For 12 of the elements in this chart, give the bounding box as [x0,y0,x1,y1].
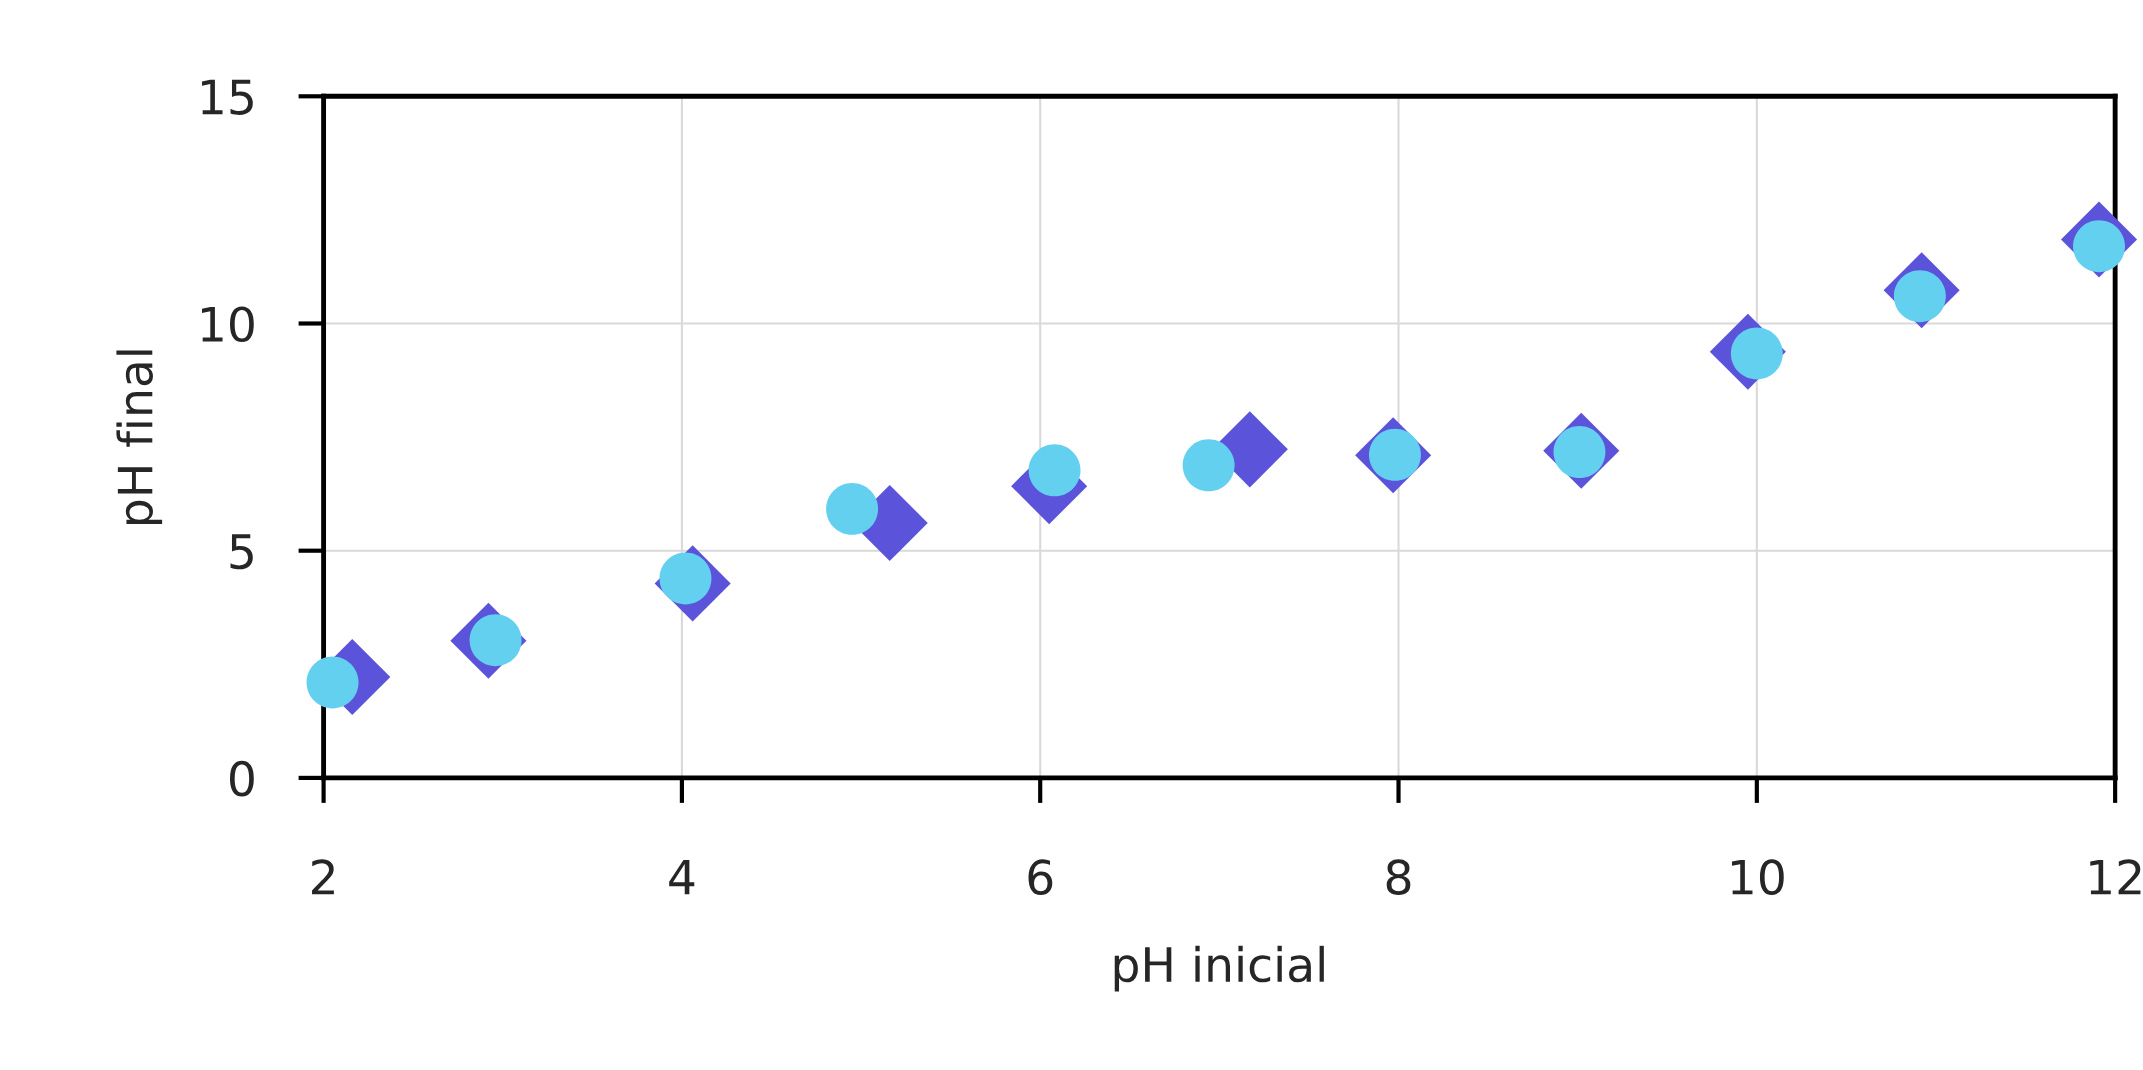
x-tick-label: 4 [669,859,695,895]
x-tick-label: 12 [2090,859,2141,895]
y-tick-label: 10 [202,306,254,343]
y-axis-title: pH final [116,350,163,524]
x-tick-label: 2 [312,859,334,895]
x-tick-label: 10 [1731,859,1784,895]
y-tick-label: 5 [230,534,253,570]
x-tick-label: 6 [1028,859,1053,895]
x-axis-title: pH inicial [1114,945,1324,992]
y-tick-label: 0 [229,760,254,797]
y-tick-label: 15 [202,79,253,115]
x-tick-label: 8 [1386,859,1411,895]
